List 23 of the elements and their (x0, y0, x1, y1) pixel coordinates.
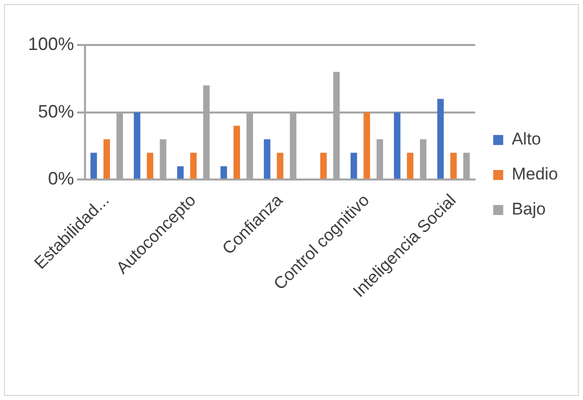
bar (394, 112, 400, 179)
bar (437, 98, 444, 179)
y-tick-label: 0% (48, 168, 74, 189)
legend-label: Bajo (512, 200, 546, 219)
bar (406, 152, 414, 179)
bar (264, 139, 270, 179)
bar (450, 152, 457, 179)
bar (220, 166, 228, 179)
legend-label: Alto (512, 130, 541, 149)
bar (276, 152, 284, 179)
bar (103, 139, 110, 179)
bar (177, 166, 184, 179)
bar (90, 152, 97, 179)
y-tick-label: 50% (38, 101, 74, 122)
bar (134, 112, 140, 179)
bar (350, 152, 358, 179)
bar (190, 152, 197, 179)
bar (364, 112, 370, 179)
bar (320, 152, 327, 179)
legend-label: Medio (512, 164, 558, 184)
y-tick-label: 100% (28, 34, 74, 54)
bar (234, 126, 240, 179)
bar (146, 152, 154, 179)
